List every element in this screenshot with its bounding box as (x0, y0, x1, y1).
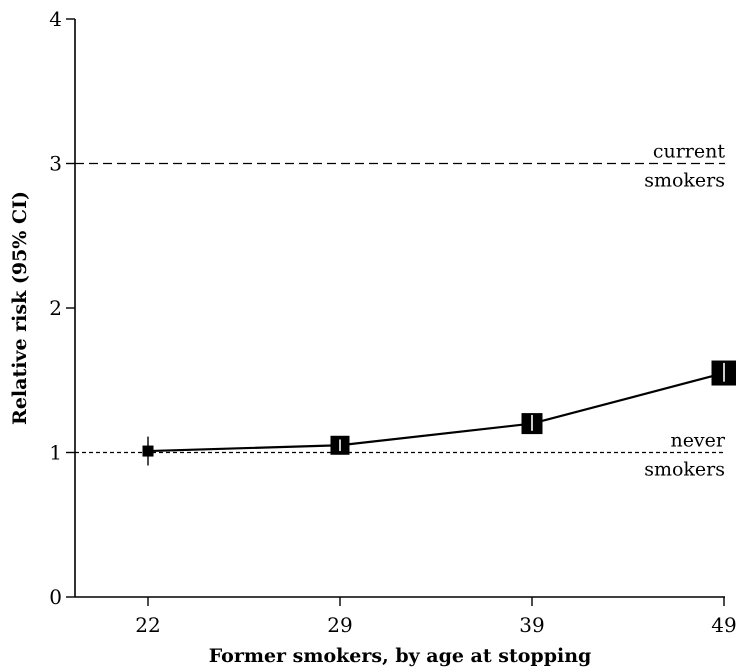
y-tick-label: 1 (49, 441, 62, 465)
y-axis-title: Relative risk (95% CI) (9, 191, 31, 425)
y-ticks: 0 1 2 3 4 (49, 7, 75, 609)
reference-label: current (653, 141, 726, 163)
reference-label: smokers (644, 459, 725, 481)
y-tick-label: 2 (49, 296, 62, 320)
x-ticks: 22 29 39 49 (135, 597, 736, 637)
series-line (147, 371, 725, 453)
y-tick-label: 4 (49, 7, 62, 31)
x-tick-label: 39 (519, 613, 544, 637)
x-tick-label: 22 (135, 613, 160, 637)
reference-label: smokers (644, 170, 725, 192)
series-group (142, 360, 736, 466)
y-tick-label: 0 (49, 585, 62, 609)
reference-label: never (670, 430, 725, 452)
x-tick-label: 49 (711, 613, 736, 637)
y-tick-label: 3 (49, 152, 62, 176)
x-axis-title: Former smokers, by age at stopping (209, 645, 592, 667)
x-tick-label: 29 (327, 613, 352, 637)
reference-lines: current smokers never smokers (75, 141, 726, 481)
